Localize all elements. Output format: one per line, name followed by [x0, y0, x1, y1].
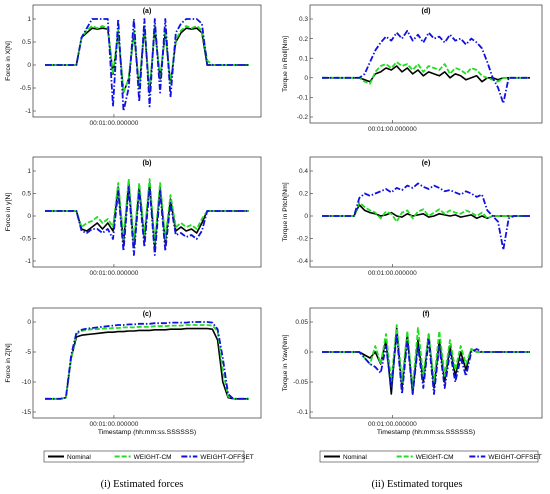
chart-title: (f) [423, 311, 430, 318]
y-tick-label: 1 [27, 16, 31, 23]
chart-title: (c) [143, 311, 152, 318]
y-axis-label: Force in X[N] [5, 41, 12, 81]
y-tick-label: -1 [25, 108, 31, 115]
x-tick-label: 00:01:00.000000 [90, 421, 139, 428]
y-tick-label: -0.5 [20, 85, 32, 92]
legend-label: WEIGHT-OFFSET [200, 454, 253, 461]
x-tick-label: 00:01:00.000000 [90, 270, 139, 277]
y-tick-label: 0 [304, 213, 308, 220]
series-weight-offset [322, 29, 530, 105]
y-tick-label: 1 [27, 168, 31, 175]
chart-title: (d) [422, 8, 431, 15]
chart-c: (c) 0 -5 -10 -15 Force in Z[N] 00:01:00.000000… [5, 307, 262, 436]
x-axis-label: Timestamp (hh:mm:ss.SSSSSS) [98, 429, 196, 436]
series-weight-cm [45, 324, 249, 400]
legend-label: WEIGHT-CM [134, 454, 172, 461]
series-weight-cm [322, 324, 530, 389]
chart-d: (d) 0.3 0.2 0.1 0 -0.1 -0.2 Torque in Roll[Nm] 0… [282, 4, 543, 133]
legend-box [43, 450, 245, 463]
series-weight-offset [322, 182, 530, 251]
legend-label: WEIGHT-OFFSET [488, 454, 541, 461]
chart-title: (e) [422, 160, 431, 167]
x-axis-label: Timestamp (hh:mm:ss.SSSSSS) [377, 429, 475, 436]
y-tick-label: -0.2 [297, 114, 309, 121]
y-axis-label: Force in Z[N] [5, 343, 12, 382]
chart-f: (f) 0.05 0 -0.05 -0.1 Torque in Yaw[Nm] 00:01:… [282, 307, 543, 436]
series-weight-offset [45, 321, 249, 400]
chart-title: (a) [143, 8, 152, 15]
y-tick-label: -0.1 [297, 95, 309, 102]
series-weight-cm [45, 24, 249, 94]
y-tick-label: 0.2 [299, 36, 308, 43]
y-axis-label: Torque in Roll[Nm] [282, 36, 289, 92]
legend-label: Nominal [343, 454, 367, 461]
y-tick-label: 0 [304, 75, 308, 82]
y-tick-label: 0.5 [22, 191, 31, 198]
caption-right: (ii) Estimated torques [372, 479, 463, 490]
chart-title: (b) [143, 160, 152, 167]
y-tick-label: -0.4 [297, 258, 309, 265]
x-tick-label: 00:01:00.000000 [368, 421, 417, 428]
legend: Nominal WEIGHT-CM WEIGHT-OFFSET [43, 450, 254, 463]
x-tick-label: 00:01:00.000000 [368, 126, 417, 133]
y-tick-label: -5 [25, 349, 31, 356]
y-tick-label: -0.2 [297, 236, 309, 243]
x-tick-label: 00:01:00.000000 [368, 270, 417, 277]
x-tick-label: 00:01:00.000000 [90, 120, 139, 127]
chart-e: (e) 0.4 0.2 0 -0.2 -0.4 Torque in Pitch[Nm] 00:… [282, 156, 543, 277]
y-tick-label: 0.2 [299, 191, 308, 198]
y-axis-label: Force in y[N] [5, 193, 12, 232]
series-weight-offset [45, 186, 249, 256]
y-tick-label: 0.3 [299, 16, 308, 23]
legend-box [319, 450, 539, 463]
y-tick-label: 0 [27, 319, 31, 326]
series-weight-offset [322, 333, 530, 395]
y-tick-label: 0 [304, 349, 308, 356]
y-tick-label: -10 [22, 379, 32, 386]
y-tick-label: -15 [22, 409, 32, 416]
y-tick-label: -0.5 [20, 236, 32, 243]
y-tick-label: -0.1 [297, 409, 309, 416]
y-tick-label: 0.4 [299, 168, 308, 175]
legend: Nominal WEIGHT-CM WEIGHT-OFFSET [319, 450, 542, 463]
y-tick-label: -1 [25, 258, 31, 265]
legend-label: WEIGHT-CM [416, 454, 454, 461]
y-axis-label: Torque in Pitch[Nm] [282, 182, 289, 241]
caption-left: (i) Estimated forces [101, 479, 184, 490]
plot-area [309, 4, 543, 124]
y-tick-label: 0.1 [299, 55, 308, 62]
y-tick-label: 0 [27, 213, 31, 220]
y-tick-label: -0.05 [293, 379, 308, 386]
y-tick-label: 0.05 [295, 319, 308, 326]
legend-label: Nominal [67, 454, 91, 461]
y-tick-label: 0 [27, 62, 31, 69]
y-tick-label: 0.5 [22, 39, 31, 46]
series-nominal [45, 327, 249, 400]
chart-b: (b) 1 0.5 0 -0.5 -1 Force in y[N] 00:01:00.0000… [5, 156, 262, 277]
y-axis-label: Torque in Yaw[Nm] [282, 334, 289, 391]
chart-a: (a) 1 0.5 0 -0.5 -1 Force in X[N] 00:01:00.0000… [5, 4, 262, 127]
